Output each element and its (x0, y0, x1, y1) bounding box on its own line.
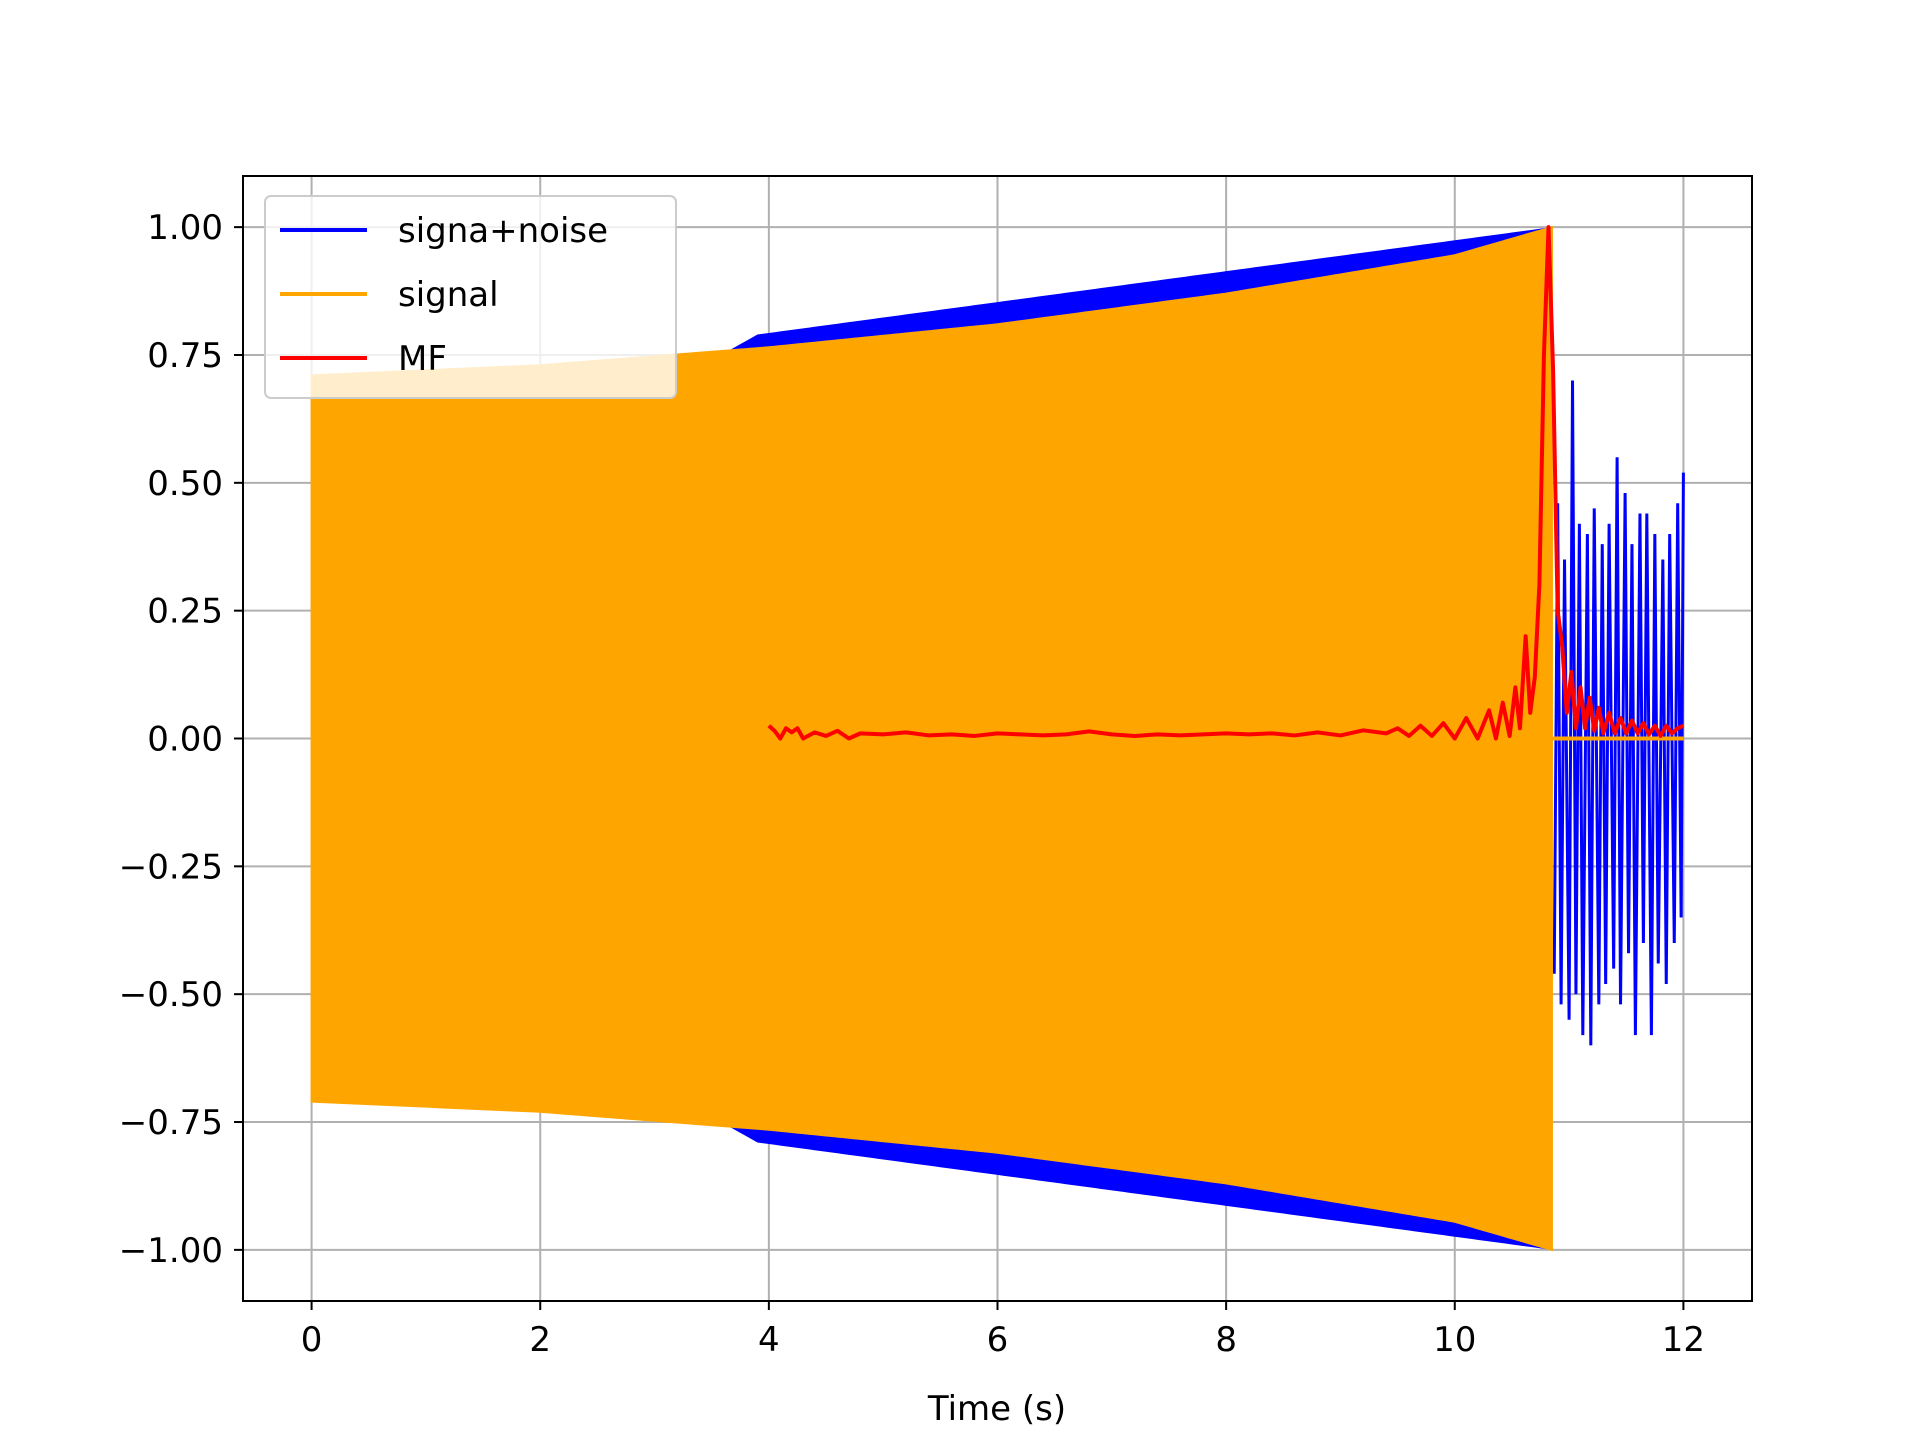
x-tick-label: 4 (758, 1320, 780, 1360)
x-tick-label: 10 (1433, 1320, 1476, 1360)
y-tick-label: −0.75 (119, 1103, 223, 1143)
x-tick-label: 0 (301, 1320, 323, 1360)
legend: signa+noise signal MF (264, 195, 677, 399)
series-mf-line (767, 225, 1685, 741)
x-axis: 0 2 4 6 8 10 12 (301, 1301, 1705, 1360)
y-tick-label: 0.75 (147, 336, 223, 376)
legend-label: signal (398, 275, 499, 315)
y-tick-label: 0.50 (147, 464, 223, 504)
y-tick-label: −0.50 (119, 975, 223, 1015)
x-tick-label: 8 (1215, 1320, 1237, 1360)
legend-label: signa+noise (398, 211, 608, 251)
series-signal-band (310, 225, 1553, 1252)
legend-box (264, 195, 677, 399)
y-tick-label: 0.25 (147, 592, 223, 632)
x-tick-label: 12 (1662, 1320, 1705, 1360)
y-tick-label: −0.25 (119, 847, 223, 887)
y-tick-label: 1.00 (147, 208, 223, 248)
legend-label: MF (398, 339, 447, 379)
series-layer (310, 225, 1685, 1252)
y-tick-label: 0.00 (147, 720, 223, 760)
x-tick-label: 6 (987, 1320, 1009, 1360)
x-axis-label: Time (s) (927, 1389, 1066, 1429)
x-tick-label: 2 (529, 1320, 551, 1360)
y-axis: 1.00 0.75 0.50 0.25 0.00 −0.25 −0.50 −0.75 −1.00 (119, 208, 243, 1271)
series-signa-noise-tail (1552, 380, 1685, 1046)
y-tick-label: −1.00 (119, 1231, 223, 1271)
